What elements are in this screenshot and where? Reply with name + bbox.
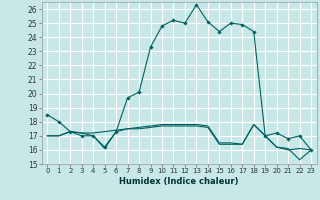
X-axis label: Humidex (Indice chaleur): Humidex (Indice chaleur) (119, 177, 239, 186)
